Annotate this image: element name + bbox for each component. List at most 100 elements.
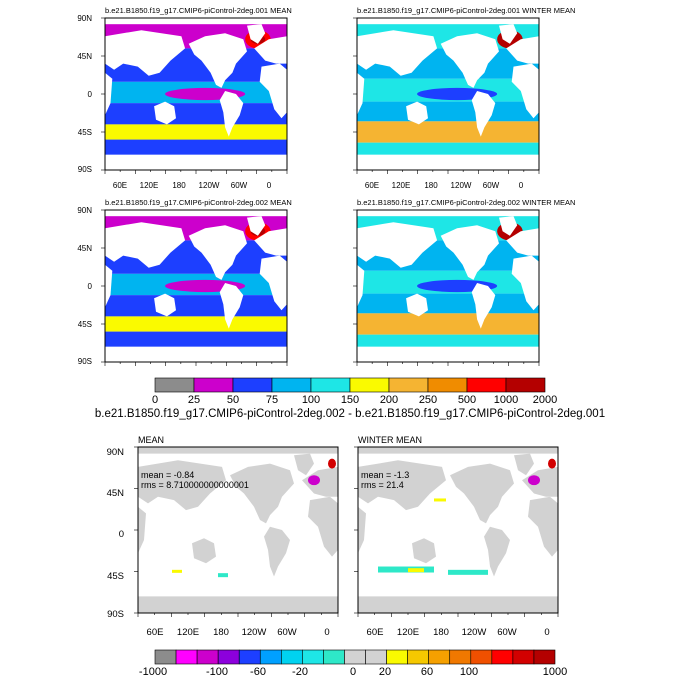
continent-greenland	[247, 24, 266, 44]
anomaly-patch	[378, 566, 434, 573]
anomaly-patch	[172, 569, 182, 573]
continent-arctic	[105, 18, 287, 25]
continent-africa2	[105, 72, 113, 116]
colorbar-label: 25	[187, 394, 201, 406]
colorbar-swatch	[154, 649, 177, 665]
ocean-band	[357, 313, 539, 335]
colorbar-label: -1000	[138, 666, 168, 678]
ocean-band	[357, 121, 539, 143]
ocean-band	[105, 316, 287, 332]
lat-label: 45N	[77, 244, 92, 253]
colorbar-label: 0	[151, 394, 159, 406]
lon-label: 180	[433, 627, 449, 638]
lon-label: 120E	[391, 181, 411, 190]
anomaly-patch	[448, 569, 488, 575]
colorbar-label: 50	[226, 394, 240, 406]
north-atlantic-anomaly	[308, 475, 320, 486]
lat-label: 90S	[107, 609, 124, 620]
continent-antarctica	[138, 596, 338, 613]
diff-map-mean	[134, 446, 339, 617]
colorbar-label: 60	[420, 666, 434, 678]
anomaly-patch	[218, 573, 228, 578]
continent-eurasia	[138, 460, 226, 511]
colorbar-swatch	[427, 377, 468, 393]
continent-africa	[511, 255, 539, 311]
continent-africa	[259, 255, 287, 311]
continent-africa2	[105, 264, 113, 308]
continent-antarctica	[105, 154, 287, 170]
continent-namerica	[188, 33, 247, 88]
colorbar-label: 2000	[532, 394, 558, 406]
continent-greenland	[514, 453, 534, 476]
continent-arctic	[105, 210, 287, 217]
lat-label: 90N	[77, 206, 92, 215]
ocean-band	[357, 334, 539, 347]
colorbar-label: 1000	[542, 666, 568, 678]
continent-samerica	[484, 526, 510, 577]
lon-label: 120E	[176, 627, 200, 638]
colorbar-swatch	[259, 649, 282, 665]
colorbar-swatch	[365, 649, 387, 665]
ocean-band	[105, 139, 287, 155]
ocean-band	[357, 293, 539, 314]
colorbar-swatch	[281, 649, 303, 665]
lon-label: 60W	[497, 627, 517, 638]
continent-europe	[506, 36, 539, 64]
lon-label: 120W	[198, 181, 220, 190]
continent-africa2	[358, 506, 366, 554]
colorbar-swatch	[491, 649, 514, 665]
lon-label: 180	[213, 627, 229, 638]
colorbar-label: 100	[301, 394, 321, 406]
lon-label: 60E	[364, 181, 380, 190]
colorbar-label: -100	[205, 666, 229, 678]
lat-label: 0	[87, 282, 92, 291]
continent-africa	[528, 496, 558, 557]
continent-greenland	[247, 216, 266, 236]
lon-label: 120E	[396, 627, 420, 638]
diff-rms-stat: rms = 8.710000000000001	[141, 480, 249, 490]
diff-mean-stat: mean = -0.84	[141, 470, 195, 480]
diff-map-winter	[354, 446, 559, 617]
lat-label: 90N	[106, 447, 124, 458]
lon-label: 0	[266, 181, 272, 190]
continent-arctic	[357, 210, 539, 217]
continent-africa2	[357, 72, 365, 116]
colorbar-top	[154, 377, 546, 393]
lon-label: 0	[324, 627, 330, 638]
colorbar-swatch	[407, 649, 429, 665]
colorbar-swatch	[512, 649, 535, 665]
continent-namerica	[450, 463, 514, 524]
continent-samerica	[471, 283, 496, 329]
continent-europe	[506, 228, 539, 256]
colorbar-swatch	[388, 377, 429, 393]
lat-label: 0	[87, 90, 92, 99]
panel-title: b.e21.B1850.f19_g17.CMIP6-piControl-2deg…	[105, 6, 292, 15]
colorbar-label: 1000	[493, 394, 519, 406]
lat-label: 0	[118, 529, 124, 540]
lon-label: 180	[172, 181, 186, 190]
continent-greenland	[499, 216, 518, 236]
continent-europe	[254, 36, 287, 64]
colorbar-swatch	[470, 649, 493, 665]
continent-antarctica	[105, 346, 287, 362]
colorbar-swatch	[271, 377, 312, 393]
panel-title: b.e21.B1850.f19_g17.CMIP6-piControl-2deg…	[105, 198, 292, 207]
continent-antarctica	[358, 596, 558, 613]
colorbar-swatch	[344, 649, 366, 665]
colorbar-swatch	[238, 649, 261, 665]
colorbar-label: 150	[340, 394, 360, 406]
colorbar-swatch	[154, 377, 195, 393]
colorbar-label: -20	[292, 666, 308, 678]
lon-label: 60W	[482, 181, 500, 190]
colorbar-swatch	[349, 377, 390, 393]
difference-title: b.e21.B1850.f19_g17.CMIP6-piControl-2deg…	[94, 408, 606, 420]
diff-rms-stat: rms = 21.4	[361, 480, 404, 490]
continent-samerica	[471, 91, 496, 137]
colorbar-swatch	[217, 649, 240, 665]
lon-label: 60W	[230, 181, 248, 190]
continent-antarctica	[357, 154, 539, 170]
continent-antarctica	[357, 346, 539, 362]
colorbar-label: 20	[378, 666, 392, 678]
continent-arctic	[357, 18, 539, 25]
continent-namerica	[188, 225, 247, 280]
